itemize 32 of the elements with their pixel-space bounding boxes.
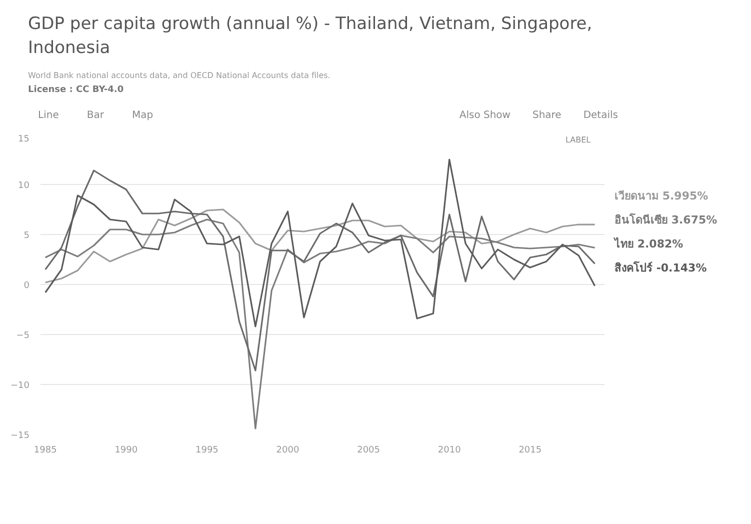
x-tick-label: 2005	[357, 446, 380, 456]
line-series	[44, 218, 596, 430]
text: เวียดนาม 5.995%	[614, 190, 708, 202]
text: Bar	[86, 110, 104, 121]
y-tick-label: −10	[10, 381, 30, 391]
y-tick-label: 15	[18, 134, 30, 144]
annotation: LABEL	[566, 136, 592, 144]
text: Share	[532, 110, 562, 121]
line-series	[44, 208, 596, 284]
text: Details	[583, 110, 618, 121]
x-tick-label: 2000	[276, 446, 300, 456]
y-tick-label: 5	[24, 231, 30, 241]
line-series	[44, 158, 596, 328]
x-tick-label: 2015	[518, 446, 542, 456]
text: World Bank national accounts data, and OECD National Accounts data files.	[28, 70, 330, 82]
text: License : CC BY-4.0	[28, 84, 124, 97]
chart-title: GDP per capita growth (annual %) - Thailand, Vietnam, Singapore, Indonesia	[28, 13, 594, 60]
x-tick-label: 1990	[114, 446, 138, 456]
y-tick-label: −15	[10, 431, 30, 441]
text: ไทย 2.082%	[614, 238, 684, 250]
text: สิงคโปร์ -0.143%	[614, 262, 707, 274]
x-tick-label: 2010	[438, 446, 462, 456]
text: Map	[132, 110, 154, 121]
x-tick-label: 1995	[196, 446, 218, 456]
x-tick-label: 1985	[34, 446, 57, 456]
text: อินโดนีเซีย 3.675%	[614, 214, 718, 226]
line-series	[44, 170, 596, 372]
y-tick-label: −5	[16, 331, 30, 341]
text: Also Show	[459, 110, 510, 121]
text: Line	[38, 110, 59, 121]
y-tick-label: 0	[24, 281, 30, 291]
y-tick-label: 10	[18, 181, 30, 191]
